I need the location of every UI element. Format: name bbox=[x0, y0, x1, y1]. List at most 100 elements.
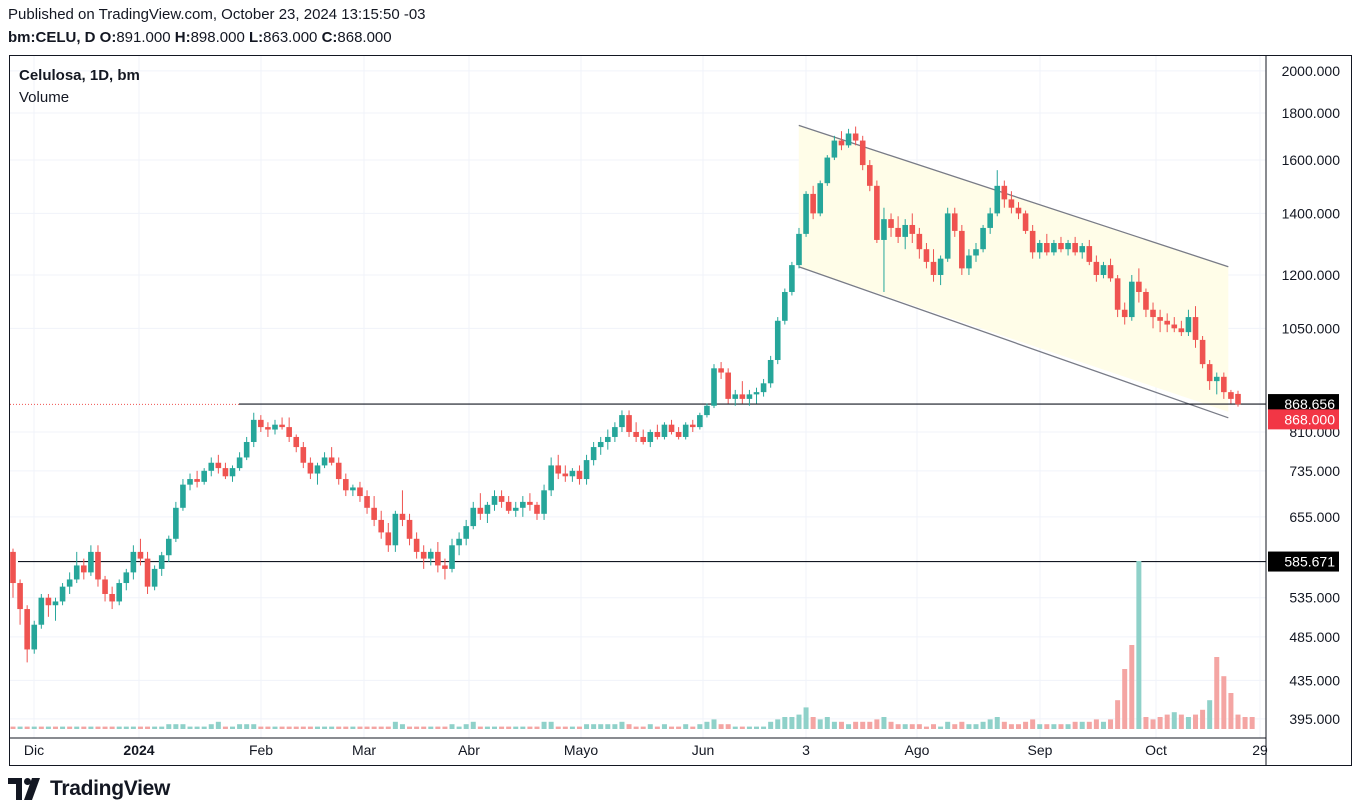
tradingview-brand[interactable]: TradingView bbox=[8, 777, 170, 801]
candle-body bbox=[859, 140, 866, 166]
candle-body bbox=[463, 526, 469, 539]
volume-bar bbox=[548, 721, 554, 729]
volume-bar bbox=[187, 726, 193, 729]
price-label-bg bbox=[1268, 394, 1339, 415]
candle-body bbox=[449, 545, 455, 569]
volume-bar bbox=[31, 726, 37, 729]
volume-bar bbox=[1001, 721, 1007, 729]
y-tick-label: 735.000 bbox=[1289, 463, 1340, 479]
y-tick-label: 1600.000 bbox=[1282, 152, 1341, 168]
volume-bar bbox=[661, 724, 667, 729]
candle-body bbox=[1036, 243, 1043, 253]
candle-body bbox=[845, 133, 852, 146]
volume-bar bbox=[1249, 717, 1255, 729]
volume-bar bbox=[909, 724, 915, 729]
candle-body bbox=[1022, 213, 1029, 231]
candle-body bbox=[1221, 376, 1227, 393]
x-tick-label: Jun bbox=[692, 742, 715, 758]
chart-legend-title[interactable]: Celulosa, 1D, bm bbox=[19, 67, 140, 84]
volume-bar bbox=[307, 726, 313, 729]
candle-body bbox=[682, 424, 689, 437]
volume-bar bbox=[966, 724, 972, 729]
candle-body bbox=[144, 558, 151, 587]
candle-body bbox=[1235, 393, 1241, 405]
candle-body bbox=[38, 597, 45, 625]
volume-bar bbox=[421, 726, 427, 729]
candle-body bbox=[1136, 281, 1142, 292]
volume-bar bbox=[1030, 719, 1036, 729]
volume-bar bbox=[1100, 721, 1106, 729]
candle-body bbox=[1065, 243, 1071, 250]
candle-body bbox=[1058, 243, 1064, 250]
candle-body bbox=[796, 233, 802, 266]
candle-body bbox=[590, 447, 597, 461]
candle-body bbox=[1178, 328, 1185, 333]
candle-body bbox=[831, 140, 838, 158]
candle-body bbox=[66, 579, 73, 587]
volume-bar bbox=[973, 724, 979, 729]
volume-bar bbox=[718, 724, 724, 729]
candle-body bbox=[569, 470, 576, 477]
open-label: O: bbox=[99, 29, 117, 46]
candle-body bbox=[265, 427, 271, 430]
candle-body bbox=[350, 487, 356, 491]
candle-body bbox=[803, 193, 809, 234]
volume-bar bbox=[251, 724, 257, 729]
candle-body bbox=[966, 255, 972, 269]
volume-bar bbox=[860, 721, 866, 729]
volume-bar bbox=[470, 721, 476, 729]
volume-bar bbox=[428, 726, 434, 729]
candle-body bbox=[109, 593, 115, 602]
candle-body bbox=[258, 419, 264, 428]
volume-bar bbox=[1008, 724, 1014, 729]
candle-body bbox=[895, 227, 901, 237]
candle-body bbox=[1008, 199, 1015, 208]
volume-bar bbox=[258, 726, 264, 729]
candle-body bbox=[527, 501, 533, 505]
candle-body bbox=[229, 468, 236, 477]
candle-body bbox=[243, 441, 250, 458]
volume-bar bbox=[739, 726, 745, 729]
candle-body bbox=[201, 470, 207, 482]
channel-upper-line bbox=[798, 124, 1229, 268]
volume-bar bbox=[746, 726, 752, 729]
volume-bar bbox=[477, 726, 483, 729]
y-tick-label: 485.000 bbox=[1289, 629, 1340, 645]
candle-body bbox=[1164, 320, 1170, 325]
volume-bar bbox=[923, 726, 929, 729]
volume-bar bbox=[385, 726, 391, 729]
chart-frame[interactable] bbox=[9, 55, 1352, 766]
volume-bar bbox=[1185, 717, 1191, 729]
candle-body bbox=[902, 224, 908, 237]
candle-body bbox=[838, 140, 845, 146]
volume-bar bbox=[230, 726, 236, 729]
volume-bar bbox=[888, 721, 894, 729]
volume-bar bbox=[1136, 561, 1142, 729]
candle-body bbox=[668, 424, 675, 432]
candle-body bbox=[116, 583, 123, 602]
volume-bar bbox=[945, 721, 951, 729]
candle-body bbox=[1213, 376, 1220, 382]
x-tick-label: Dic bbox=[24, 742, 44, 758]
volume-bar bbox=[513, 726, 519, 729]
volume-bar bbox=[194, 726, 200, 729]
candle-body bbox=[470, 507, 477, 527]
volume-bar bbox=[867, 721, 873, 729]
volume-bar bbox=[279, 726, 285, 729]
chart-legend-volume[interactable]: Volume bbox=[19, 89, 70, 106]
candle-body bbox=[59, 586, 66, 602]
volume-bar bbox=[1023, 721, 1029, 729]
candle-body bbox=[576, 470, 583, 480]
candle-body bbox=[123, 572, 130, 584]
volume-bar bbox=[24, 726, 30, 729]
volume-bar bbox=[683, 724, 689, 729]
volume-bar bbox=[952, 724, 958, 729]
volume-bar bbox=[357, 726, 363, 729]
candle-body bbox=[435, 551, 441, 566]
candle-body bbox=[24, 609, 30, 650]
candle-body bbox=[817, 183, 824, 214]
volume-bar bbox=[449, 724, 455, 729]
x-tick-label: Mayo bbox=[564, 742, 598, 758]
candle-body bbox=[279, 424, 285, 428]
